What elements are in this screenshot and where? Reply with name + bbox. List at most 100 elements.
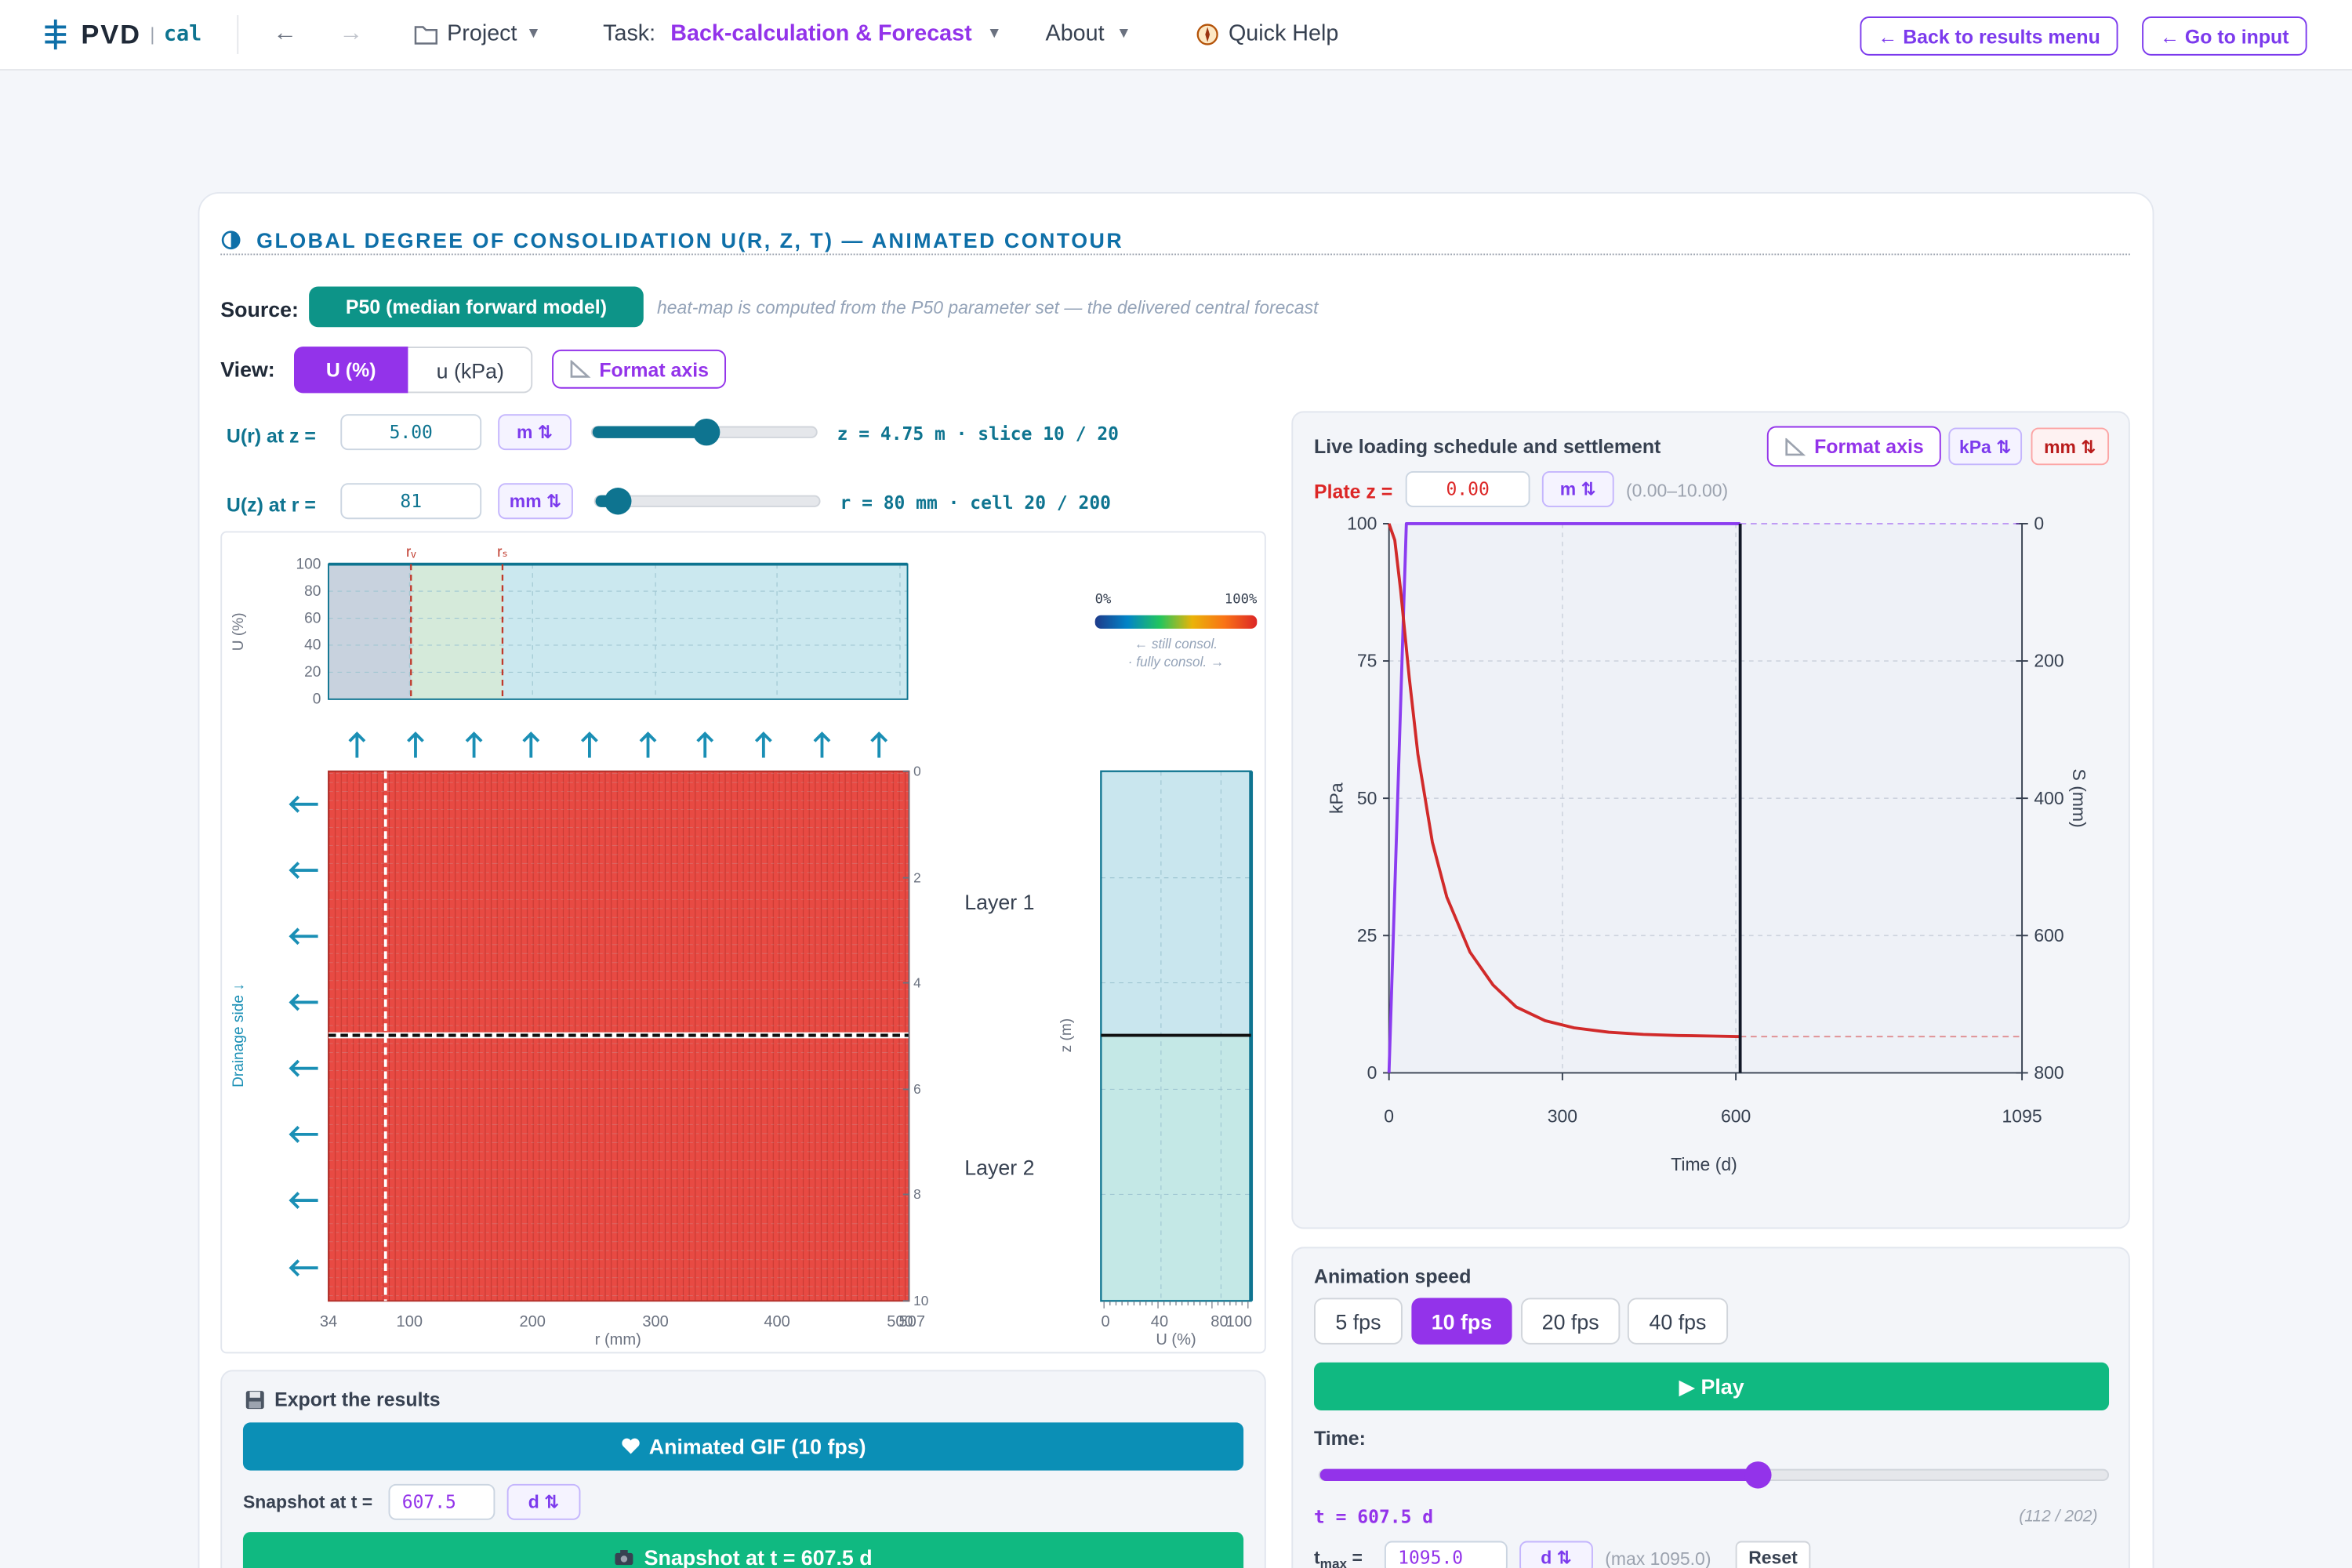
drainage-side-label: Drainage side ↓: [230, 983, 247, 1087]
view-u-percent-button[interactable]: U (%): [293, 347, 408, 394]
export-gif-label: Animated GIF (10 fps): [648, 1434, 866, 1459]
time-slider-fill: [1319, 1468, 1759, 1481]
uz-r-input[interactable]: 81: [340, 483, 482, 520]
task-menu[interactable]: Task: Back-calculation & Forecast ▼: [603, 21, 1002, 47]
ur-slider-thumb[interactable]: [691, 418, 720, 446]
chevron-down-icon: ▼: [525, 25, 541, 42]
z-tick: 2: [913, 869, 921, 885]
speed-40fps-button[interactable]: 40 fps: [1627, 1298, 1729, 1345]
r-axis-label: r (mm): [595, 1331, 641, 1348]
loading-settlement-chart[interactable]: 0 300 600 1095 100 75 50 25 0 0 200 400 600 800 Time …: [1291, 495, 2130, 1201]
section-title-bar: GLOBAL DEGREE OF CONSOLIDATION U(R, Z, T…: [220, 225, 2130, 256]
snapshot-time-input[interactable]: 607.5: [388, 1483, 495, 1520]
u-axis-label: U (%): [1156, 1331, 1196, 1348]
back-to-results-button[interactable]: ← Back to results menu: [1860, 16, 2118, 56]
folder-icon: [414, 25, 438, 44]
heart-icon: [621, 1438, 640, 1454]
top-nav: PVD | cal ← → Project ▼ Task: Back-calcu…: [0, 0, 2352, 71]
contour-plot[interactable]: rᵥ rₛ 100 80 60 40 20 0 U (%) Drainage s…: [220, 532, 1266, 1354]
frame-counter: (112 / 202): [2019, 1508, 2098, 1526]
ur-slice-info: z = 4.75 m · slice 10 / 20: [837, 423, 1119, 445]
z-tick: 4: [913, 975, 921, 990]
snapshot-button[interactable]: Snapshot at t = 607.5 d: [242, 1532, 1244, 1568]
top-ylabel: U (%): [230, 612, 247, 651]
time-slider-thumb[interactable]: [1745, 1461, 1773, 1489]
chart-mm-unit-toggle[interactable]: mm ⇅: [2031, 427, 2110, 466]
camera-icon: [615, 1550, 634, 1566]
speed-10fps-button[interactable]: 10 fps: [1411, 1298, 1512, 1345]
left-tick-label: 100: [1347, 514, 1377, 534]
floppy-disk-icon: [245, 1390, 264, 1409]
export-gif-button[interactable]: Animated GIF (10 fps): [242, 1422, 1244, 1471]
x-tick-label: 0: [1384, 1106, 1394, 1127]
tmax-reset-button[interactable]: Reset: [1735, 1541, 1811, 1568]
chart-format-axis-button[interactable]: Format axis: [1766, 426, 1941, 467]
ur-unit-toggle[interactable]: m ⇅: [498, 414, 572, 451]
smear-zone: [328, 564, 412, 699]
plate-z-input[interactable]: 0.00: [1405, 470, 1530, 507]
uz-slider-thumb[interactable]: [604, 488, 632, 515]
z-axis-label: z (m): [1058, 1018, 1075, 1053]
ur-profile-plot: rᵥ rₛ 100 80 60 40 20 0 U (%): [230, 544, 909, 708]
chart-title: Live loading schedule and settlement: [1314, 435, 1661, 458]
uz-cell-info: r = 80 mm · cell 20 / 200: [840, 492, 1112, 514]
time-label: Time:: [1314, 1427, 1366, 1450]
u-tick: 40: [1151, 1313, 1168, 1330]
set-square-icon: [1784, 437, 1806, 456]
z-tick: 6: [913, 1081, 921, 1097]
tmax-label: tmax =: [1314, 1547, 1363, 1568]
uz-r-slider[interactable]: [593, 488, 821, 515]
x-axis-label: Time (d): [1671, 1154, 1737, 1174]
speed-5fps-button[interactable]: 5 fps: [1314, 1298, 1403, 1345]
ur-z-slider[interactable]: [590, 418, 818, 446]
r-tick: 200: [519, 1313, 545, 1330]
ur-slider-fill: [592, 426, 706, 438]
speed-20fps-button[interactable]: 20 fps: [1521, 1298, 1621, 1345]
left-axis-label: kPa: [1326, 782, 1346, 814]
brand-name: PVD: [81, 18, 141, 49]
top-ytick: 20: [304, 664, 321, 681]
color-legend: 0% 100% ← still consol. · fully consol. …: [1094, 591, 1258, 670]
about-menu[interactable]: About ▼: [1046, 21, 1131, 47]
project-label: Project: [447, 20, 517, 47]
r-tick: 400: [764, 1313, 789, 1330]
quick-help-link[interactable]: Quick Help: [1196, 21, 1338, 46]
snapshot-unit-toggle[interactable]: d ⇅: [506, 1483, 581, 1520]
layer-2-label: Layer 2: [964, 1156, 1034, 1180]
forward-arrow-button[interactable]: →: [339, 20, 364, 47]
right-tick-label: 400: [2034, 788, 2063, 808]
ur-z-input[interactable]: 5.00: [340, 414, 482, 451]
plate-z-unit-toggle[interactable]: m ⇅: [1541, 470, 1614, 507]
uz-unit-toggle[interactable]: mm ⇅: [498, 483, 573, 520]
time-slider[interactable]: [1318, 1461, 2110, 1489]
transition-zone: [411, 564, 503, 699]
tmax-input[interactable]: 1095.0: [1384, 1541, 1508, 1568]
upward-drainage-arrows: [348, 731, 888, 758]
format-axis-button[interactable]: Format axis: [552, 349, 727, 389]
play-button[interactable]: ▶ Play: [1314, 1362, 2110, 1411]
series-line-0: [1387, 522, 1740, 1073]
compass-icon: [1196, 23, 1218, 45]
chart-kpa-unit-toggle[interactable]: kPa ⇅: [1948, 427, 2023, 466]
plate-z-label: Plate z =: [1314, 480, 1393, 503]
view-u-kpa-button[interactable]: u (kPa): [436, 358, 504, 383]
tmax-unit-toggle[interactable]: d ⇅: [1519, 1541, 1593, 1568]
view-label: View:: [220, 357, 275, 382]
r-tick: 300: [642, 1313, 668, 1330]
tmax-note: (max 1095.0): [1605, 1548, 1711, 1568]
chart-format-axis-label: Format axis: [1814, 435, 1924, 458]
series-line-1: [1387, 523, 1740, 1039]
snapshot-label: Snapshot at t =: [242, 1491, 373, 1513]
export-header: Export the results: [245, 1388, 441, 1410]
u-tick: 80: [1210, 1313, 1228, 1330]
back-arrow-button[interactable]: ←: [273, 20, 297, 47]
uz-label: U(z) at r =: [226, 493, 316, 517]
heatmap[interactable]: [328, 770, 910, 1302]
legend-gradient: [1094, 615, 1258, 629]
rw-marker-label: rᵥ: [406, 544, 416, 561]
chevron-down-icon: ▼: [986, 25, 1002, 42]
app-logo[interactable]: PVD | cal: [39, 18, 201, 51]
go-to-input-button[interactable]: ← Go to input: [2142, 16, 2307, 56]
project-menu[interactable]: Project ▼: [414, 20, 541, 47]
nav-divider: [237, 15, 239, 54]
